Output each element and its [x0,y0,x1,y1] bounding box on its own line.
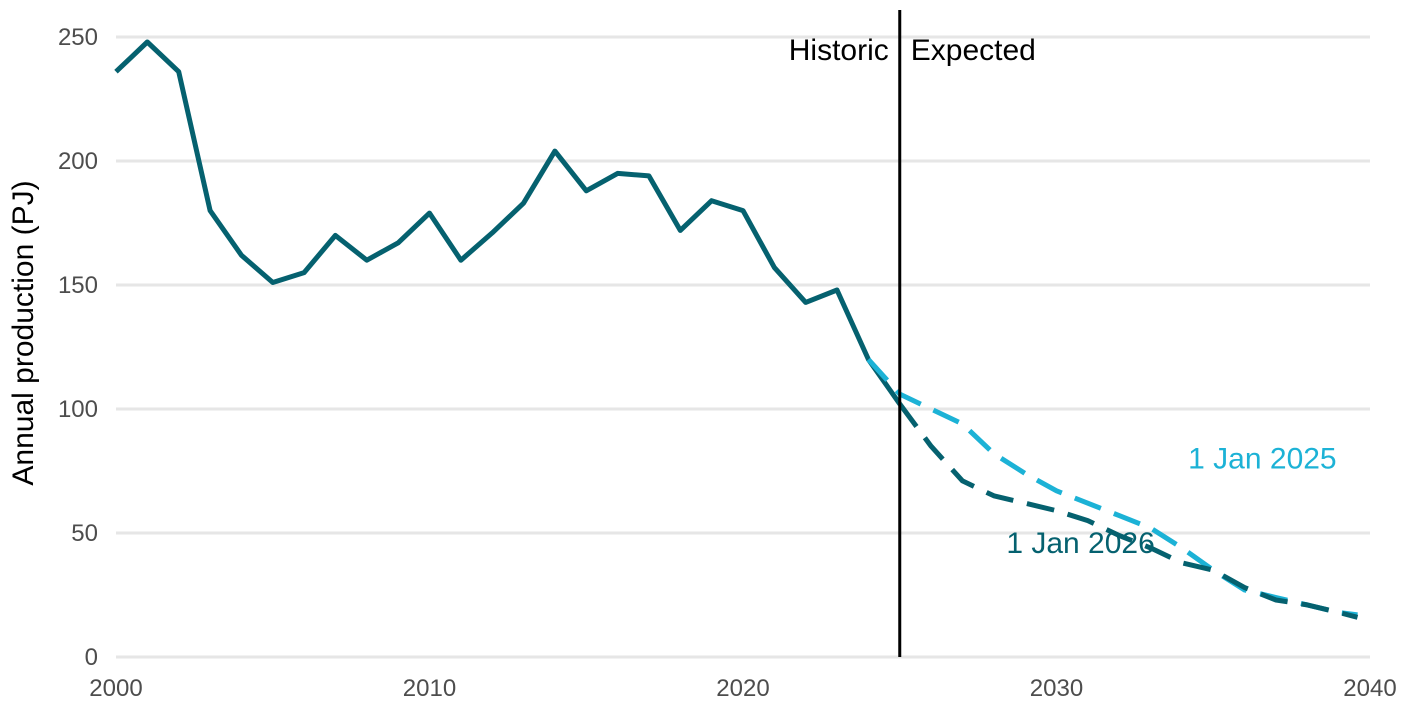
y-axis-ticks: 0 50 100 150 200 250 [58,24,98,671]
series-line-0 [114,39,902,406]
series-line-2 [897,402,1359,620]
series-annotation: 1 Jan 2025 [1188,443,1336,476]
x-tick-label: 2010 [403,675,456,702]
y-tick-label: 250 [58,24,98,51]
x-tick-label: 2030 [1030,675,1083,702]
expected-label: Expected [911,34,1036,67]
gridlines [116,35,1370,659]
x-tick-label: 2000 [89,675,142,702]
x-tick-label: 2040 [1343,675,1396,702]
y-tick-label: 100 [58,396,98,423]
y-tick-label: 200 [58,148,98,175]
series-lines [114,39,1359,620]
series-line-1 [866,357,1358,618]
x-axis-ticks: 2000 2010 2020 2030 2040 [89,675,1396,702]
series-annotation: 1 Jan 2026 [1006,527,1154,560]
y-tick-label: 0 [85,644,98,671]
historic-label: Historic [789,34,889,67]
y-tick-label: 150 [58,272,98,299]
x-tick-label: 2020 [716,675,769,702]
y-tick-label: 50 [71,520,98,547]
y-axis-title: Annual production (PJ) [7,180,40,485]
series-annotations: 1 Jan 2025 1 Jan 2026 [1006,443,1336,560]
